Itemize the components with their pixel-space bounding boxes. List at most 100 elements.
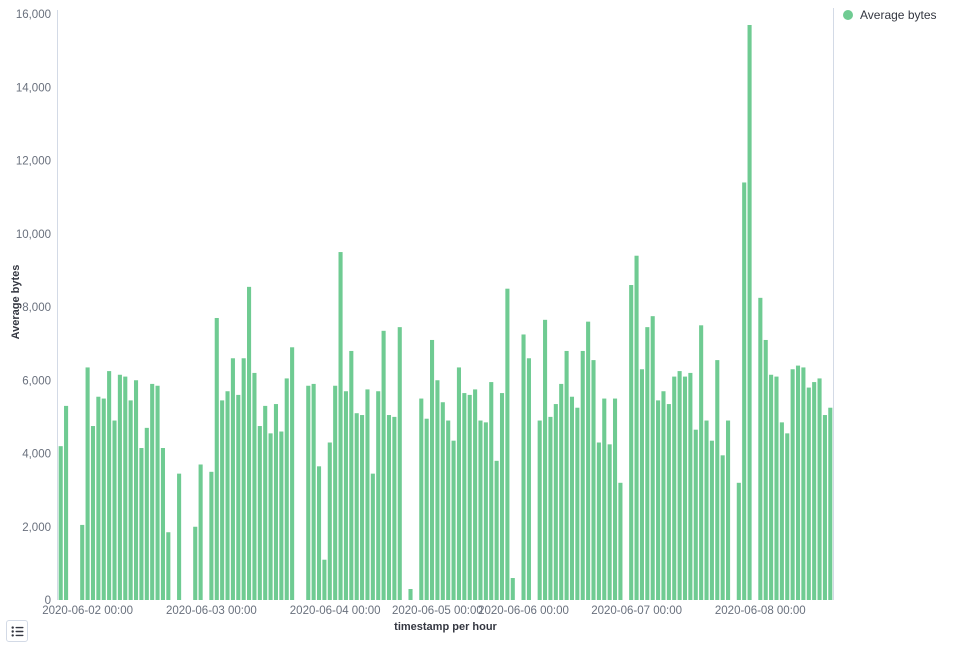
bar[interactable] [666,404,671,600]
bar[interactable] [333,385,338,600]
bar[interactable] [322,559,327,600]
bar[interactable] [575,407,580,600]
bar[interactable] [580,350,585,600]
bar[interactable] [155,385,160,600]
bar[interactable] [602,398,607,600]
bar[interactable] [677,371,682,600]
bar[interactable] [220,400,225,600]
bar[interactable] [230,358,235,600]
bar[interactable] [774,376,779,600]
bar[interactable] [456,367,461,600]
bar[interactable] [505,288,510,600]
bar[interactable] [327,442,332,600]
bar[interactable] [726,420,731,600]
bar[interactable] [257,426,262,600]
bar[interactable] [386,415,392,600]
bar[interactable] [408,589,413,600]
bar[interactable] [747,24,752,601]
bar[interactable] [419,398,424,600]
bar[interactable] [381,330,386,600]
bar[interactable] [225,391,230,600]
bar[interactable] [790,369,795,600]
bar[interactable] [440,402,445,601]
bar[interactable] [430,339,435,600]
bar[interactable] [758,297,763,600]
bar[interactable] [645,327,650,600]
bar[interactable] [736,482,741,600]
bar[interactable] [656,400,661,600]
bar[interactable] [144,427,149,600]
bar[interactable] [133,380,139,600]
bar[interactable] [85,367,90,600]
bar[interactable] [241,358,246,600]
bar[interactable] [166,532,171,600]
bar[interactable] [510,578,515,600]
bar[interactable] [284,378,289,600]
bar[interactable] [769,374,774,600]
bar[interactable] [101,398,106,600]
bar[interactable] [553,404,558,600]
bar[interactable] [596,442,601,600]
bar[interactable] [90,426,96,600]
bar[interactable] [612,398,618,600]
bar[interactable] [80,524,85,600]
bar[interactable] [117,374,122,600]
bar[interactable] [316,466,322,600]
bar[interactable] [785,433,790,600]
bar[interactable] [682,376,688,600]
bar[interactable] [559,383,564,600]
bar[interactable] [564,350,569,600]
bar[interactable] [672,376,677,600]
bar[interactable] [397,327,402,600]
bar[interactable] [693,429,698,600]
bar[interactable] [537,420,542,600]
bar[interactable] [306,385,311,600]
bar[interactable] [365,389,370,600]
bar[interactable] [451,440,456,600]
bar[interactable] [801,367,806,600]
bar[interactable] [688,372,693,600]
bar[interactable] [252,372,257,600]
bar[interactable] [424,418,429,600]
bar[interactable] [489,382,494,600]
bar[interactable] [193,526,198,600]
bar[interactable] [763,339,768,600]
bar[interactable] [338,252,343,600]
bar[interactable] [569,396,575,600]
bar[interactable] [817,378,822,600]
bar[interactable] [806,387,811,600]
legend-item-average-bytes[interactable]: Average bytes [843,8,937,22]
bar[interactable] [198,464,203,600]
bar[interactable] [58,446,63,600]
bar[interactable] [96,396,101,600]
bar[interactable] [715,360,720,600]
bar[interactable] [160,448,165,600]
bar[interactable] [139,448,144,600]
bar[interactable] [812,382,817,600]
bar[interactable] [494,460,499,600]
bar[interactable] [273,404,279,600]
bar[interactable] [521,334,526,600]
bar[interactable] [467,394,472,600]
bar[interactable] [639,369,644,600]
bar[interactable] [107,371,112,600]
bar[interactable] [311,383,316,600]
bar[interactable] [499,393,505,600]
bar[interactable] [742,182,747,600]
bar[interactable] [214,317,219,600]
bar[interactable] [435,380,440,600]
bar[interactable] [607,444,612,600]
bar[interactable] [720,455,725,600]
bar[interactable] [354,413,359,600]
bar[interactable] [634,255,639,600]
bar[interactable] [779,422,784,600]
legend-toggle-button[interactable] [6,620,28,642]
bar[interactable] [661,391,666,600]
bar[interactable] [209,471,214,600]
bar[interactable] [376,391,381,600]
bar[interactable] [343,391,348,600]
bar[interactable] [247,286,252,600]
bar[interactable] [392,416,397,601]
bar[interactable] [795,365,801,600]
